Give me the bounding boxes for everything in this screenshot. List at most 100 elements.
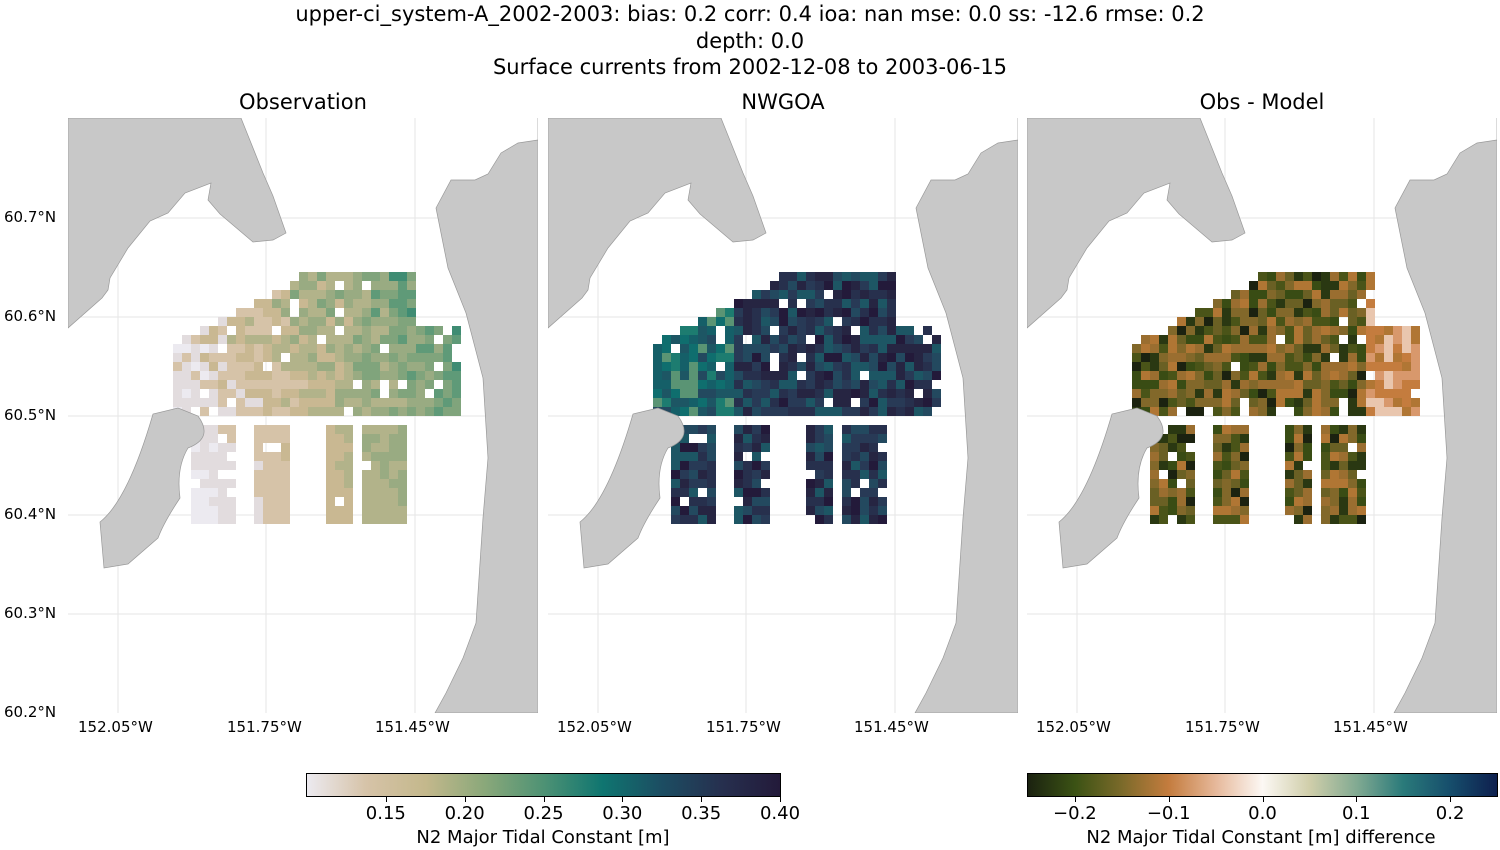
data-cell <box>1339 344 1348 353</box>
data-cell <box>1303 434 1312 443</box>
data-cell <box>371 479 380 488</box>
data-cell <box>887 353 896 362</box>
data-cell <box>671 389 680 398</box>
data-cell <box>1339 452 1348 461</box>
data-cell <box>1150 380 1159 389</box>
data-cell <box>389 461 398 470</box>
data-cell <box>770 371 779 380</box>
data-cell <box>272 407 281 416</box>
data-cell <box>344 470 353 479</box>
data-cell <box>1330 506 1339 515</box>
data-cell <box>326 299 335 308</box>
data-cell <box>851 479 860 488</box>
land-headland <box>99 407 205 569</box>
data-cell <box>1276 281 1285 290</box>
data-cell <box>887 326 896 335</box>
data-cell <box>425 380 434 389</box>
data-cell <box>245 308 254 317</box>
data-cell <box>815 344 824 353</box>
data-cell <box>689 326 698 335</box>
data-cell <box>1411 353 1420 362</box>
data-cell <box>680 515 689 524</box>
data-cell <box>788 317 797 326</box>
data-cell <box>806 380 815 389</box>
data-cell <box>353 407 362 416</box>
data-cell <box>1177 398 1186 407</box>
data-cell <box>1321 326 1330 335</box>
data-cell <box>1321 506 1330 515</box>
data-cell <box>779 362 788 371</box>
data-cell <box>1357 488 1366 497</box>
data-cell <box>1132 362 1141 371</box>
data-cell <box>200 380 209 389</box>
data-cell <box>254 488 263 497</box>
data-cell <box>263 371 272 380</box>
data-cell <box>851 317 860 326</box>
data-cell <box>245 380 254 389</box>
data-cell <box>380 488 389 497</box>
data-cell <box>1159 371 1168 380</box>
data-cell <box>1276 308 1285 317</box>
data-cell <box>734 326 743 335</box>
data-cell <box>236 407 245 416</box>
data-cell <box>1357 398 1366 407</box>
data-cell <box>344 515 353 524</box>
data-cell <box>788 308 797 317</box>
data-cell <box>1213 425 1222 434</box>
y-tick: 60.6°N <box>4 307 57 325</box>
data-cell <box>389 488 398 497</box>
data-cell <box>1150 389 1159 398</box>
data-cell <box>326 443 335 452</box>
data-cell <box>896 362 905 371</box>
data-cell <box>371 389 380 398</box>
data-cell <box>1249 353 1258 362</box>
data-cell <box>788 362 797 371</box>
data-cell <box>878 515 887 524</box>
data-cell <box>806 497 815 506</box>
data-cell <box>335 434 344 443</box>
data-cell <box>1357 317 1366 326</box>
data-cell <box>923 353 932 362</box>
data-cell <box>1357 344 1366 353</box>
data-cell <box>263 497 272 506</box>
data-cell <box>236 380 245 389</box>
data-cell <box>896 326 905 335</box>
data-cell <box>1213 443 1222 452</box>
data-cell <box>389 290 398 299</box>
data-cell <box>1348 497 1357 506</box>
data-cell <box>191 515 200 524</box>
data-cell <box>1141 344 1150 353</box>
data-cell <box>860 461 869 470</box>
data-cell <box>1384 398 1393 407</box>
data-cell <box>797 272 806 281</box>
data-cell <box>1267 389 1276 398</box>
data-cell <box>1186 326 1195 335</box>
data-cell <box>1276 389 1285 398</box>
data-cell <box>272 317 281 326</box>
data-cell <box>806 308 815 317</box>
data-cell <box>824 488 833 497</box>
data-cell <box>371 299 380 308</box>
data-cell <box>653 371 662 380</box>
data-cell <box>1240 389 1249 398</box>
data-cell <box>1411 398 1420 407</box>
data-cell <box>1366 317 1375 326</box>
data-cell <box>362 443 371 452</box>
data-cell <box>1357 452 1366 461</box>
data-cell <box>308 344 317 353</box>
data-cell <box>1213 515 1222 524</box>
data-cell <box>1213 488 1222 497</box>
data-cell <box>1231 452 1240 461</box>
data-cell <box>218 479 227 488</box>
data-cell <box>1393 362 1402 371</box>
data-cell <box>1321 407 1330 416</box>
data-cell <box>1285 272 1294 281</box>
data-cell <box>842 479 851 488</box>
data-cell <box>869 326 878 335</box>
data-cell <box>725 389 734 398</box>
data-cell <box>1150 479 1159 488</box>
data-cell <box>218 443 227 452</box>
data-cell <box>1330 308 1339 317</box>
data-cell <box>380 470 389 479</box>
data-cell <box>707 479 716 488</box>
